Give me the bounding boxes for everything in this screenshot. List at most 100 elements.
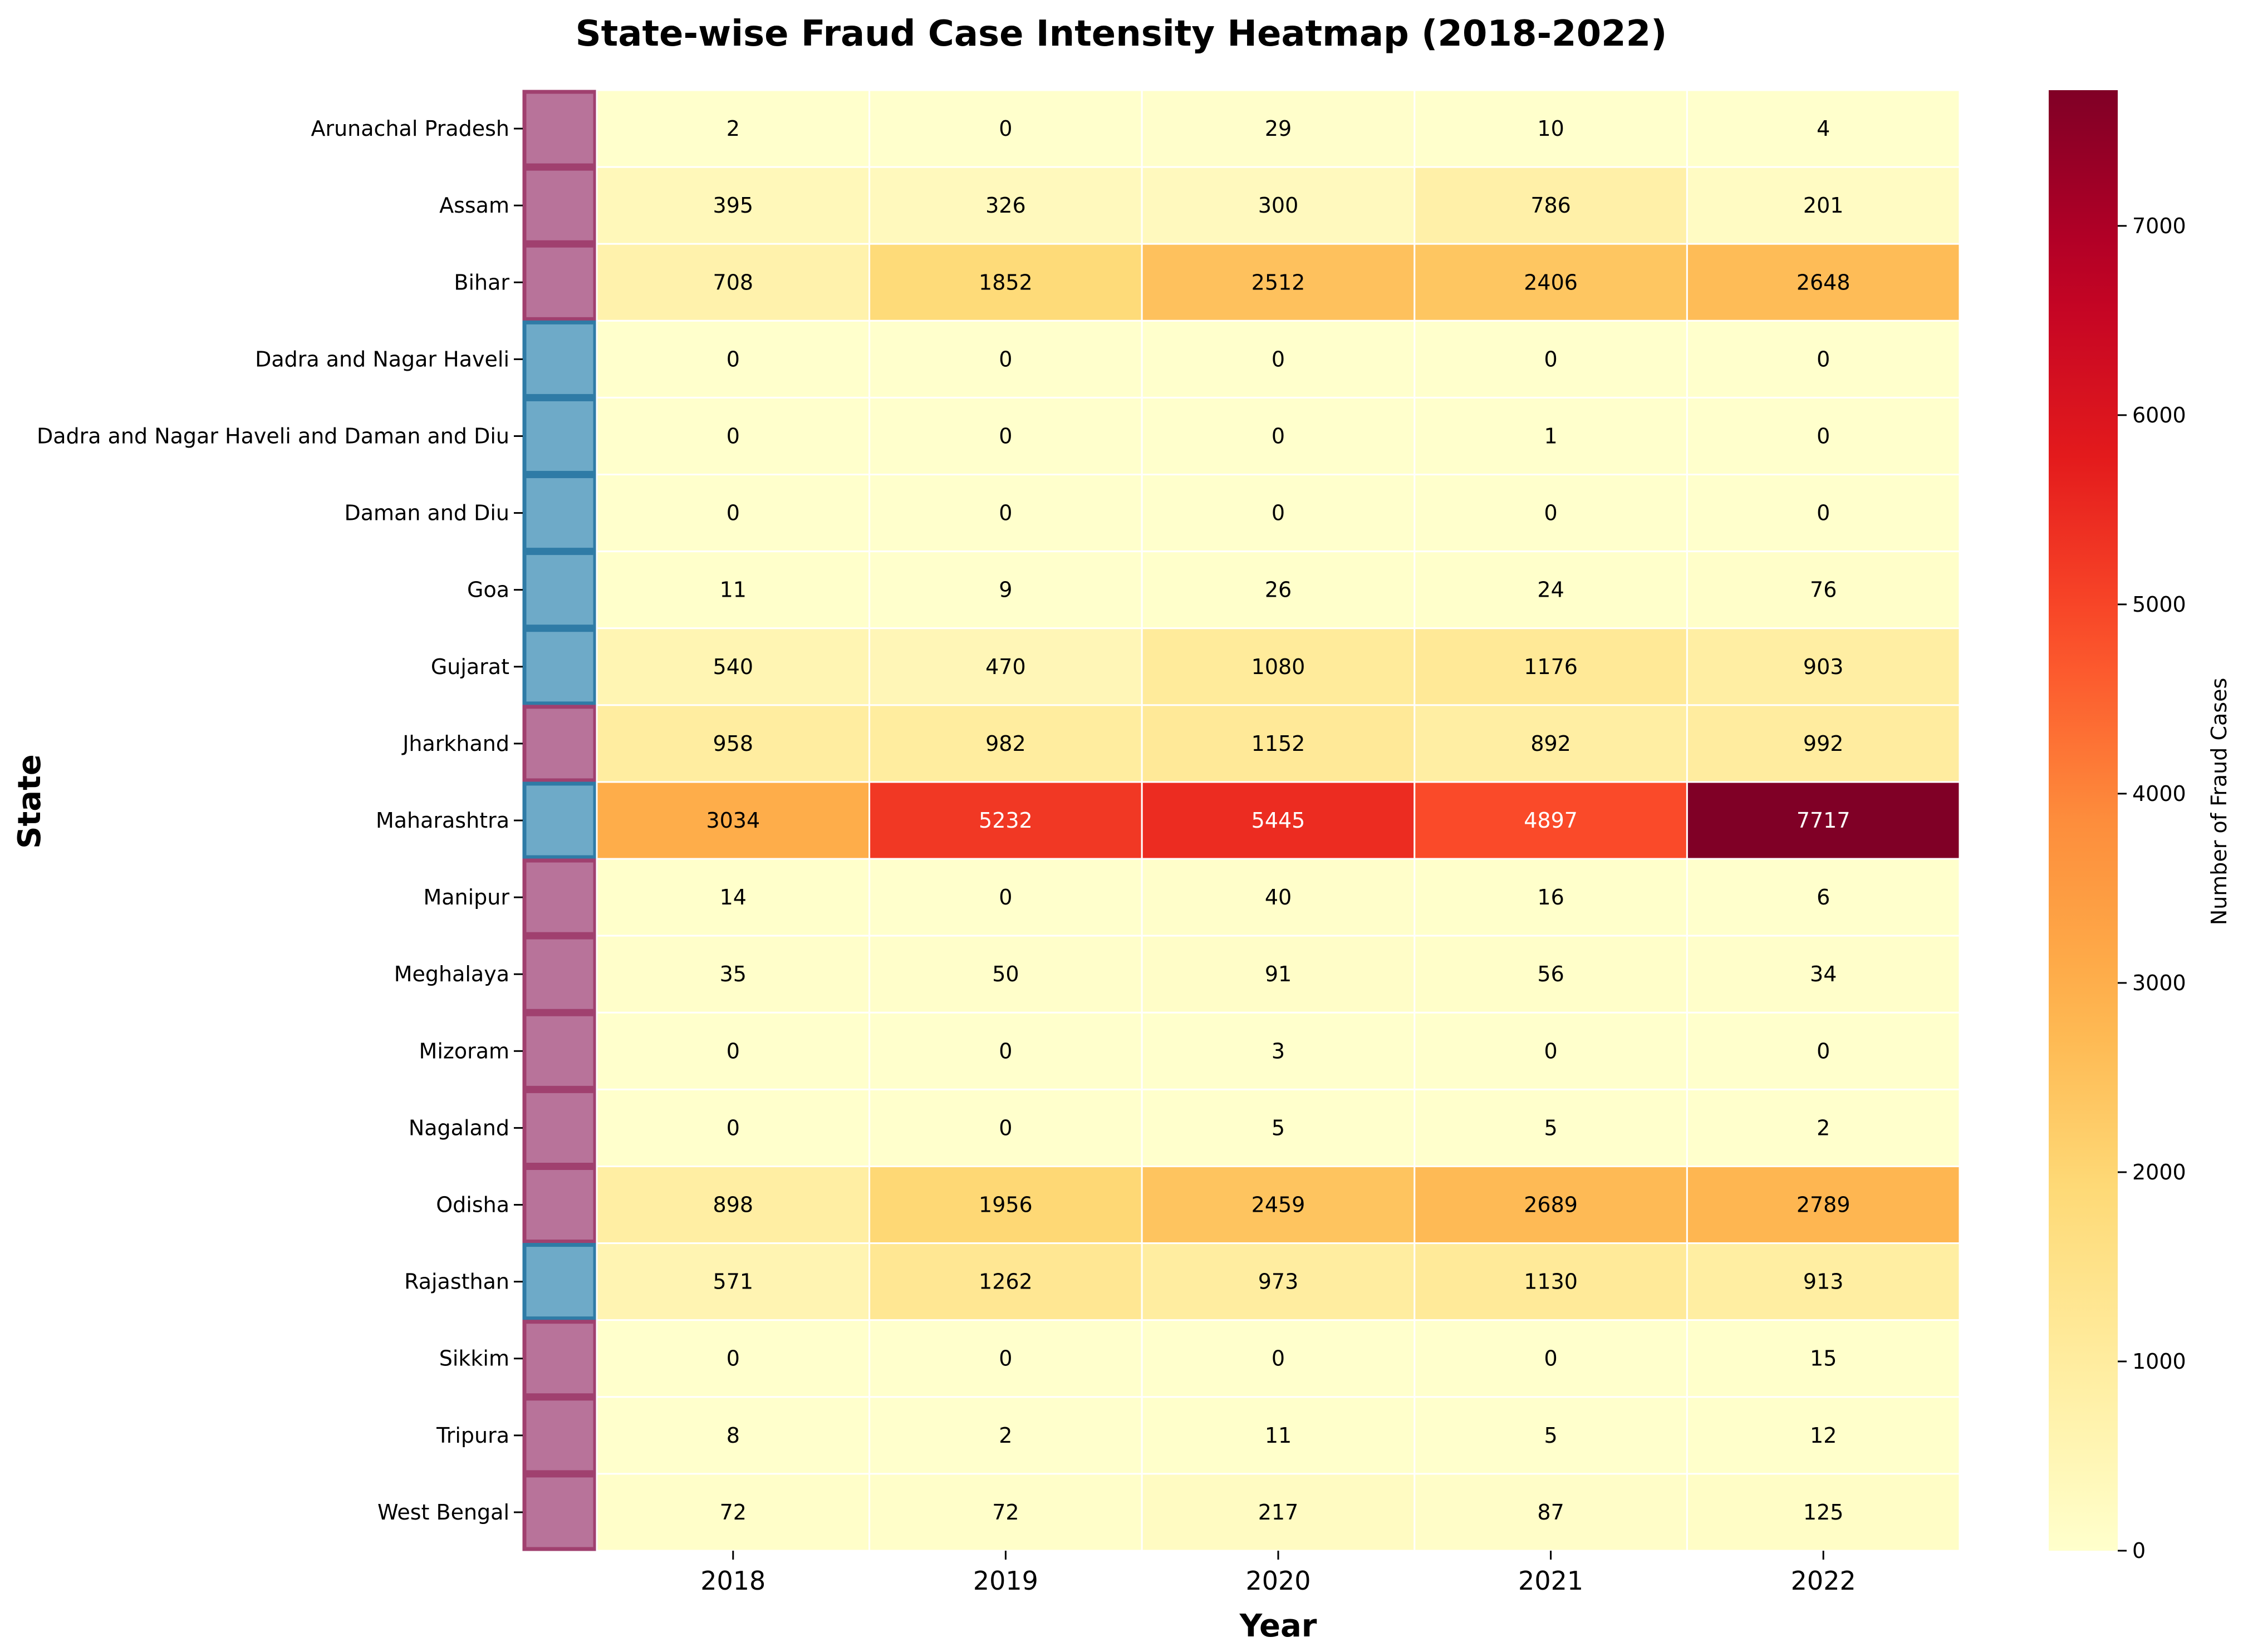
heatmap-cell [596,781,871,860]
heatmap-cell [1413,1165,1688,1245]
cell-value-label: 540 [713,655,754,679]
state-group-marker [522,1166,597,1244]
state-label: Nagaland [409,1115,509,1140]
heatmap-cell [868,1088,1143,1167]
heatmap-cell [1686,704,1961,783]
heatmap-cell [868,396,1143,476]
heatmap-cell [1686,781,1961,860]
state-group-marker [522,551,597,629]
heatmap-cell [1141,474,1416,553]
heatmap-cell [868,89,1143,168]
cell-value-label: 0 [1544,1346,1558,1371]
cell-value-label: 0 [999,1039,1012,1063]
cell-value-label: 0 [1817,1039,1830,1063]
cell-value-label: 958 [713,731,754,756]
heatmap-cell [596,550,871,630]
heatmap-cell [596,1242,871,1321]
cell-value-label: 5 [1272,1115,1285,1140]
heatmap-cell [596,89,871,168]
state-group-marker [522,858,597,936]
cell-value-label: 395 [713,193,754,218]
cell-value-label: 2648 [1797,270,1851,294]
heatmap-cell [596,627,871,706]
cell-value-label: 91 [1265,962,1292,986]
cell-value-label: 470 [985,655,1026,679]
heatmap-cell [596,1011,871,1090]
heatmap-cell [596,166,871,245]
cell-value-label: 5232 [979,808,1033,833]
cell-value-label: 0 [999,1346,1012,1371]
cell-value-label: 2 [999,1423,1012,1448]
heatmap-cell [1686,1473,1961,1552]
cell-value-label: 0 [727,347,740,371]
state-label: Goa [467,578,509,602]
heatmap-cell [1686,474,1961,553]
cell-value-label: 571 [713,1270,754,1294]
heatmap-cell [1686,1242,1961,1321]
state-label: Daman and Diu [345,501,510,525]
heatmap-cell [1141,319,1416,399]
state-label: Odisha [436,1193,509,1217]
cell-value-label: 56 [1537,962,1564,986]
cell-value-label: 72 [992,1500,1019,1525]
colorbar-tick-label: 1000 [2132,1349,2186,1374]
cell-value-label: 0 [1544,1039,1558,1063]
cell-value-label: 2459 [1251,1193,1305,1217]
heatmap-cell [1686,627,1961,706]
year-label: 2021 [1518,1566,1583,1596]
state-label: Sikkim [439,1346,509,1371]
colorbar-tick-label: 0 [2132,1538,2146,1563]
cell-value-label: 10 [1537,116,1564,141]
cell-value-label: 0 [999,1115,1012,1140]
state-group-marker [522,1320,597,1398]
cell-value-label: 1152 [1251,731,1305,756]
cell-value-label: 0 [1544,501,1558,525]
state-label: Manipur [423,885,509,909]
cell-value-label: 5 [1544,1423,1558,1448]
state-group-marker [522,1243,597,1321]
heatmap-cell [1141,1319,1416,1398]
heatmap-cell [1413,935,1688,1014]
heatmap-cell [1413,243,1688,322]
cell-value-label: 326 [985,193,1026,218]
cell-value-label: 3 [1272,1039,1285,1063]
cell-value-label: 15 [1810,1346,1837,1371]
heatmap-cell [1141,858,1416,937]
heatmap-cell [1413,858,1688,937]
heatmap-cell [1141,166,1416,245]
cell-value-label: 29 [1265,116,1292,141]
state-label: Bihar [454,270,509,294]
heatmap-cell [1686,550,1961,630]
cell-value-label: 35 [720,962,747,986]
heatmap-cell [1413,1011,1688,1090]
heatmap-cell [596,396,871,476]
cell-value-label: 16 [1537,885,1564,909]
state-label: Maharashtra [376,808,509,833]
state-group-marker [522,1397,597,1474]
cell-value-label: 0 [727,1115,740,1140]
cell-value-label: 201 [1803,193,1844,218]
x-axis-label: Year [1239,1608,1317,1644]
cell-value-label: 708 [713,270,754,294]
cell-value-label: 0 [1272,424,1285,448]
cell-value-label: 87 [1537,1500,1564,1525]
state-group-strip [522,90,597,1551]
cell-value-label: 4 [1817,116,1830,141]
cell-value-label: 26 [1265,578,1292,602]
heatmap-cell [1413,89,1688,168]
cell-value-label: 4897 [1524,808,1578,833]
state-label: Rajasthan [404,1270,509,1294]
cell-value-label: 0 [999,501,1012,525]
cell-value-label: 24 [1537,578,1564,602]
state-group-marker [522,628,597,706]
cell-value-label: 217 [1258,1500,1299,1525]
heatmap-cell [1141,1165,1416,1245]
cell-value-label: 0 [727,1039,740,1063]
cell-value-label: 6 [1817,885,1830,909]
cell-value-label: 72 [720,1500,747,1525]
cell-value-label: 11 [720,578,747,602]
state-label: Dadra and Nagar Haveli and Daman and Diu [37,424,509,448]
cell-value-label: 5445 [1251,808,1305,833]
cell-value-label: 9 [999,578,1012,602]
